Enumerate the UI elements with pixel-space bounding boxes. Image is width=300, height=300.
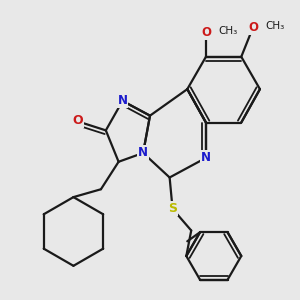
Text: N: N [138, 146, 148, 159]
Text: O: O [201, 26, 211, 39]
Text: N: N [201, 152, 211, 164]
Text: S: S [168, 202, 177, 215]
Text: N: N [118, 94, 128, 107]
Text: O: O [248, 21, 258, 34]
Text: CH₃: CH₃ [218, 26, 238, 36]
Text: CH₃: CH₃ [266, 21, 285, 32]
Text: O: O [73, 114, 83, 127]
